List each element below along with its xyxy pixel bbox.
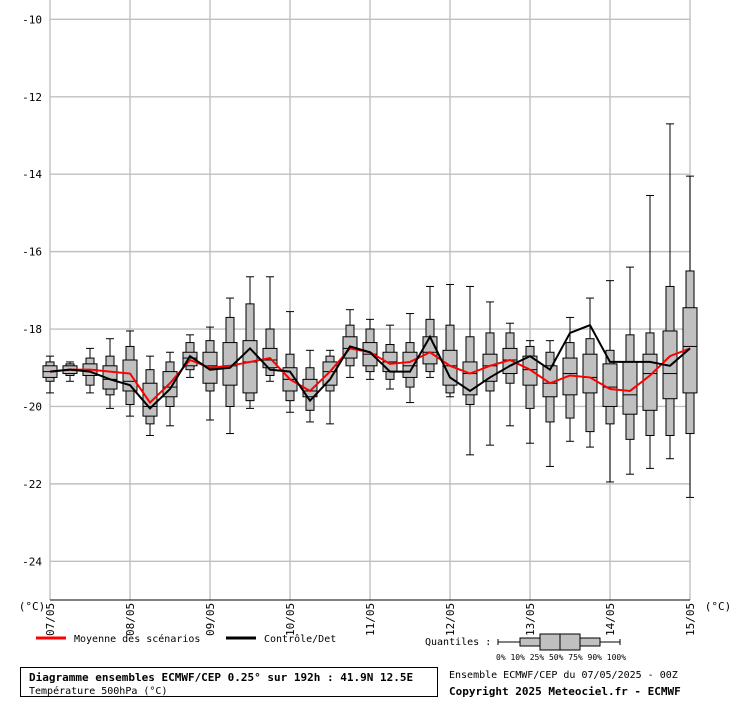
x-tick-label: 14/05 [604, 603, 617, 636]
y-unit-label-right: (°C) [705, 600, 732, 613]
quantile-key-ticks: 0% 10% 25% 50% 75% 90% 100% [496, 653, 626, 662]
x-tick-label: 11/05 [364, 603, 377, 636]
box-p25-p75 [242, 340, 258, 394]
box-p25-p75 [422, 336, 438, 365]
y-tick-label: -12 [22, 91, 42, 104]
y-unit-label-left: (°C) [19, 600, 46, 613]
chart-info-box: Diagramme ensembles ECMWF/CEP 0.25° sur … [20, 667, 438, 697]
chart-title: Diagramme ensembles ECMWF/CEP 0.25° sur … [29, 671, 414, 684]
x-tick-label: 13/05 [524, 603, 537, 636]
x-tick-label: 07/05 [44, 603, 57, 636]
y-tick-label: -20 [22, 400, 42, 413]
y-tick-label: -18 [22, 323, 42, 336]
y-tick-label: -16 [22, 246, 42, 259]
x-tick-label: 09/05 [204, 603, 217, 636]
x-tick-label: 08/05 [124, 603, 137, 636]
legend-quantiles-label: Quantiles : [425, 637, 491, 648]
box-p25-p75 [142, 382, 158, 417]
legend-mean-label: Moyenne des scénarios [74, 633, 200, 645]
ensemble-run-label: Ensemble ECMWF/CEP du 07/05/2025 - 00Z [449, 670, 678, 681]
x-tick-label: 15/05 [684, 603, 697, 636]
control-series-line [49, 323, 691, 410]
copyright-label: Copyright 2025 Meteociel.fr - ECMWF [449, 685, 681, 698]
y-tick-label: -24 [22, 555, 42, 568]
x-tick-label: 12/05 [444, 603, 457, 636]
legend-control-label: Contrôle/Det [264, 633, 336, 645]
y-tick-label: -22 [22, 478, 42, 491]
box-p25-p75 [462, 361, 478, 396]
box-p25-p75 [582, 353, 598, 394]
y-tick-label: -10 [22, 13, 42, 26]
y-tick-label: -14 [22, 168, 42, 181]
box-p25-p75 [302, 378, 318, 398]
box-p25-p75 [642, 353, 658, 411]
x-tick-label: 10/05 [284, 603, 297, 636]
chart-subtitle: Température 500hPa (°C) [29, 686, 168, 697]
